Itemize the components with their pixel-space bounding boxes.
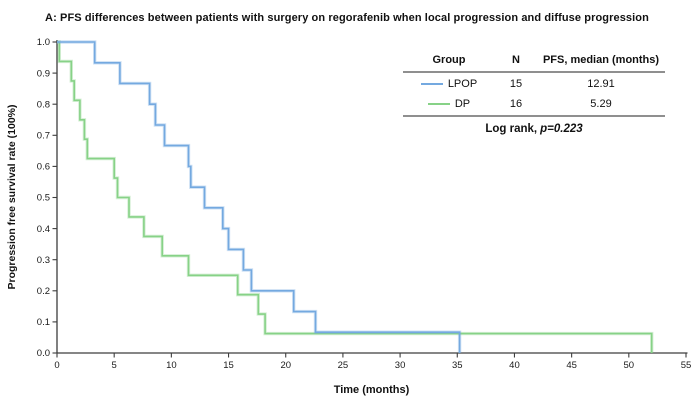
series-curve-dp xyxy=(57,41,653,353)
legend-median-dp: 5.29 xyxy=(590,98,612,110)
y-tick-label: 0.5 xyxy=(37,193,50,204)
x-tick-label: 50 xyxy=(624,360,635,371)
log-rank-label: Log rank, p=0.223 xyxy=(403,118,665,140)
y-tick-label: 0.4 xyxy=(37,224,50,235)
y-tick-label: 0.8 xyxy=(37,99,50,110)
x-tick-label: 0 xyxy=(54,360,59,371)
legend-label-dp: DP xyxy=(454,98,471,110)
y-tick-label: 0.3 xyxy=(37,255,50,266)
dp-series-line-icon xyxy=(427,103,450,105)
x-tick-label: 10 xyxy=(166,360,177,371)
table-rule-bottom xyxy=(403,115,665,117)
chart-title: A: PFS differences between patients with… xyxy=(45,12,649,24)
x-tick-label: 40 xyxy=(509,360,520,371)
legend-median-lpop: 12.91 xyxy=(587,78,615,90)
lpop-series-line-icon xyxy=(420,83,443,85)
legend-n-lpop: 15 xyxy=(509,78,523,90)
legend-row-dp: DP 16 5.29 xyxy=(403,94,665,114)
x-tick-label: 20 xyxy=(280,360,291,371)
log-rank-p-value: p=0.223 xyxy=(540,123,583,135)
y-tick-label: 1.0 xyxy=(37,37,50,48)
legend-n-dp: 16 xyxy=(509,98,523,110)
legend-row-lpop: LPOP 15 12.91 xyxy=(403,74,665,94)
x-tick-label: 55 xyxy=(681,360,692,371)
table-rule-top xyxy=(403,71,665,73)
x-tick-label: 25 xyxy=(338,360,349,371)
x-tick-label: 15 xyxy=(223,360,234,371)
log-rank-prefix: Log rank, xyxy=(485,123,538,135)
y-tick-label: 0.2 xyxy=(37,286,50,297)
x-tick-label: 45 xyxy=(566,360,577,371)
y-tick-label: 0.6 xyxy=(37,162,50,173)
legend-table: Group N PFS, median (months) LPOP 15 12.… xyxy=(403,50,665,140)
y-tick-label: 0.9 xyxy=(37,68,50,79)
y-tick-label: 0.7 xyxy=(37,131,50,142)
legend-header-n: N xyxy=(512,54,520,66)
legend-header-row: Group N PFS, median (months) xyxy=(403,50,665,70)
y-tick-label: 0.1 xyxy=(37,317,50,328)
legend-label-lpop: LPOP xyxy=(447,78,478,90)
x-tick-label: 5 xyxy=(112,360,117,371)
series-curve-lpop xyxy=(57,41,461,353)
x-tick-label: 30 xyxy=(395,360,406,371)
y-tick-label: 0.0 xyxy=(37,348,50,359)
legend-header-group: Group xyxy=(432,54,466,66)
x-tick-label: 35 xyxy=(452,360,463,371)
x-axis-label: Time (months) xyxy=(333,384,410,396)
legend-header-median: PFS, median (months) xyxy=(542,54,660,66)
